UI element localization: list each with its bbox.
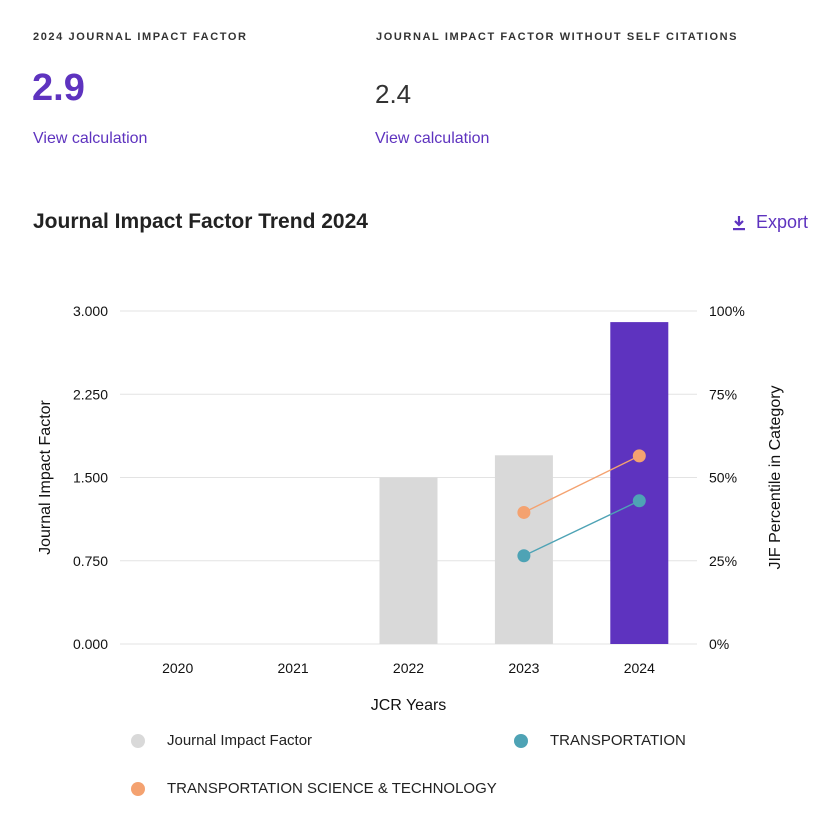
- jif-no-self-view-calculation-link[interactable]: View calculation: [375, 130, 490, 147]
- y-tick-label: 1.500: [73, 470, 108, 486]
- export-button[interactable]: Export: [732, 212, 808, 233]
- y-axis-title: Journal Impact Factor: [37, 399, 54, 554]
- jif-no-self-value: 2.4: [375, 79, 412, 109]
- jif-view-calculation-link[interactable]: View calculation: [33, 130, 148, 147]
- legend-teal-dot-icon: [514, 733, 528, 748]
- legend-orange-dot-icon: [131, 781, 145, 796]
- legend-label: TRANSPORTATION SCIENCE & TECHNOLOGY: [167, 780, 497, 797]
- x-tick-label: 2021: [278, 660, 309, 676]
- x-tick-label: 2023: [508, 660, 539, 676]
- y2-tick-label: 75%: [709, 386, 737, 402]
- y2-axis-title: JIF Percentile in Category: [767, 385, 784, 569]
- series-line: [523, 455, 640, 514]
- jif-no-self-label: JOURNAL IMPACT FACTOR WITHOUT SELF CITAT…: [376, 31, 739, 43]
- export-label: Export: [756, 212, 809, 232]
- download-icon: [732, 215, 746, 231]
- y-tick-label: 0.000: [73, 636, 108, 652]
- x-tick-label: 2020: [162, 660, 193, 676]
- legend-gray-dot-icon: [131, 733, 145, 748]
- jif-value: 2.9: [32, 67, 85, 109]
- y2-tick-label: 25%: [709, 553, 737, 569]
- y2-tick-label: 50%: [709, 470, 737, 486]
- series-line: [523, 500, 640, 557]
- legend-item-transportation[interactable]: TRANSPORTATION: [514, 732, 686, 749]
- legend-label: Journal Impact Factor: [167, 732, 313, 749]
- x-tick-label: 2024: [624, 660, 655, 676]
- bar: [379, 477, 438, 644]
- series-point: [517, 505, 531, 519]
- y-tick-label: 2.250: [73, 386, 108, 402]
- bar: [610, 322, 669, 644]
- series-point: [517, 549, 531, 563]
- y2-tick-label: 0%: [709, 636, 729, 652]
- x-axis-title: JCR Years: [371, 697, 447, 714]
- jif-label: 2024 JOURNAL IMPACT FACTOR: [33, 31, 248, 43]
- legend-item-transportation-science-technology[interactable]: TRANSPORTATION SCIENCE & TECHNOLOGY: [131, 780, 497, 797]
- section-title: Journal Impact Factor Trend 2024: [33, 210, 368, 233]
- y-tick-label: 0.750: [73, 553, 108, 569]
- jif-trend-chart: 0.000 0.750 1.500 2.250 3.000 0% 25% 50% 75% 100%…: [37, 303, 784, 714]
- legend-label: TRANSPORTATION: [550, 732, 686, 749]
- legend-item-jif[interactable]: Journal Impact Factor: [131, 732, 312, 749]
- x-tick-label: 2022: [393, 660, 424, 676]
- y-tick-label: 3.000: [73, 303, 108, 319]
- series-point: [632, 449, 646, 463]
- y2-tick-label: 100%: [709, 303, 745, 319]
- series-point: [632, 494, 646, 508]
